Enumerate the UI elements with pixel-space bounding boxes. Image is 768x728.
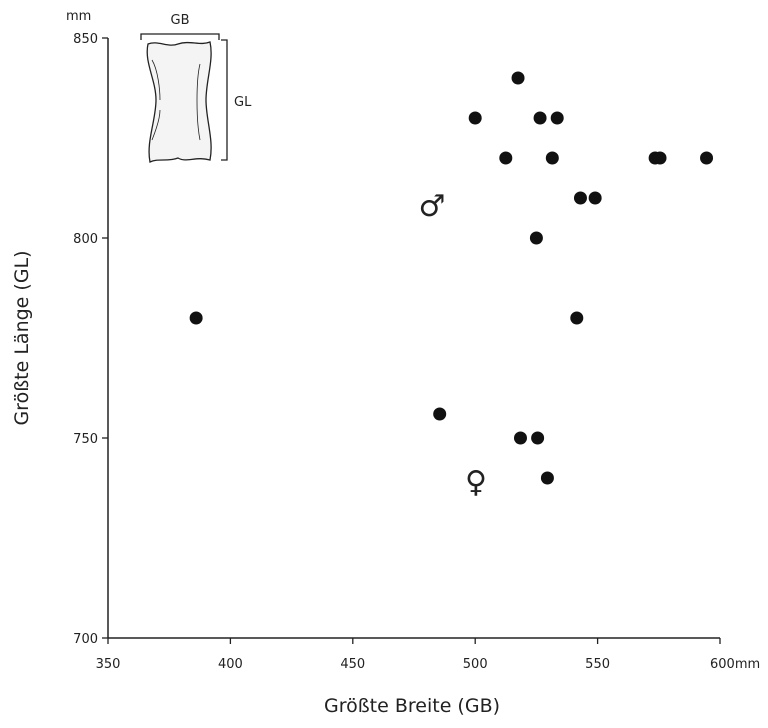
point	[513, 431, 527, 445]
y-tick-label: 800	[73, 232, 98, 247]
x-tick-label: 600mm	[710, 657, 760, 672]
point	[189, 311, 203, 325]
point	[468, 111, 482, 125]
inset-label: GL	[234, 95, 252, 110]
point	[570, 311, 584, 325]
point	[529, 231, 543, 245]
x-tick-label: 500	[463, 657, 488, 672]
point	[588, 191, 602, 205]
point	[700, 151, 714, 165]
bone-inset	[140, 33, 228, 163]
x-tick-label: 450	[340, 657, 365, 672]
y-tick-label: 700	[73, 632, 98, 647]
y-axis-label: Größte Länge (GL)	[11, 250, 33, 425]
annotation: ♀	[465, 465, 487, 500]
y-tick-label: 850	[73, 32, 98, 47]
y-tick-label: 750	[73, 432, 98, 447]
x-axis-label: Größte Breite (GB)	[324, 695, 500, 717]
point	[533, 111, 547, 125]
inset-label: GB	[171, 13, 190, 28]
point	[511, 71, 525, 85]
point	[499, 151, 513, 165]
point	[653, 151, 667, 165]
point	[540, 471, 554, 485]
point	[433, 407, 447, 421]
y-unit: mm	[66, 9, 91, 24]
x-tick-label: 550	[585, 657, 610, 672]
point	[531, 431, 545, 445]
point	[550, 111, 564, 125]
point	[545, 151, 559, 165]
x-tick-label: 350	[96, 657, 121, 672]
x-tick-label: 400	[218, 657, 243, 672]
point	[573, 191, 587, 205]
annotation: ♂	[419, 189, 446, 224]
